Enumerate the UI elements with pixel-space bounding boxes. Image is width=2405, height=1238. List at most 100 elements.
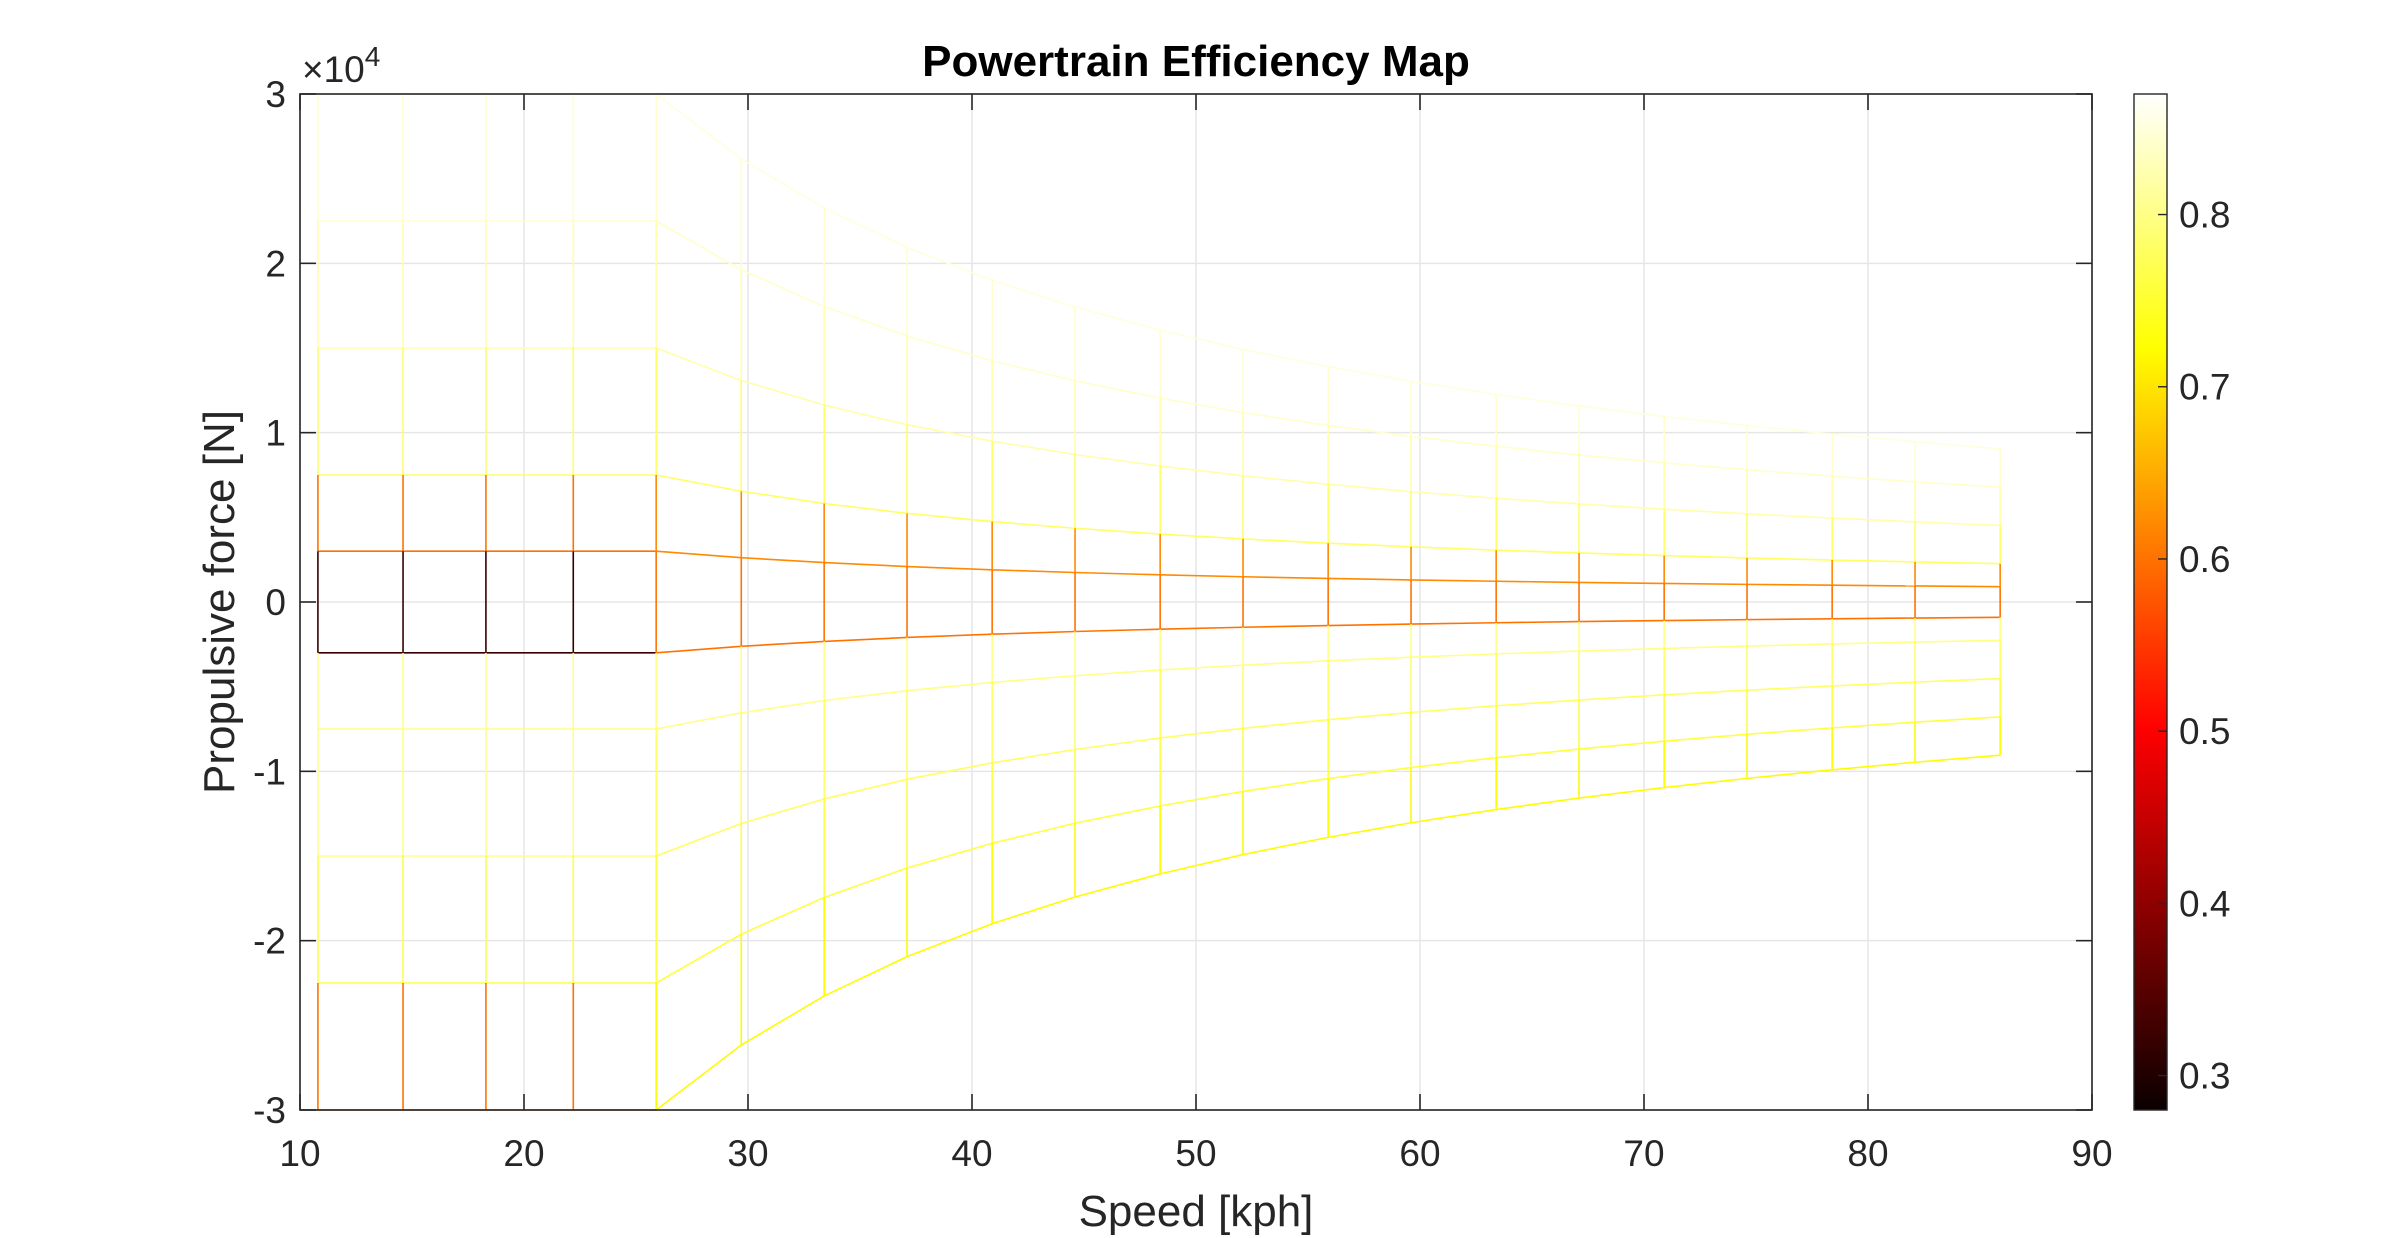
mesh-edge-force-level (1411, 621, 1497, 625)
mesh-edge-force-level (1410, 808, 1497, 824)
mesh-edge-force-level (1579, 647, 1665, 652)
x-tick-label: 90 (2071, 1133, 2112, 1174)
mesh-edge-force-level (655, 933, 742, 984)
mesh-edge-force-level (1159, 329, 1244, 351)
mesh-edge-force-level (1074, 873, 1161, 898)
y-axis-exponent: ×104 (302, 41, 380, 90)
mesh-edge-force-level (1747, 643, 1833, 647)
mesh-edge-force-level (1832, 761, 1916, 771)
mesh-edge-force-level (655, 220, 742, 271)
x-tick-label: 80 (1847, 1133, 1888, 1174)
mesh-edge-force-level (1496, 699, 1580, 707)
x-tick-label: 10 (279, 1133, 320, 1174)
mesh-edge-force-level (1578, 786, 1665, 799)
mesh-edge-force-level (1664, 777, 1748, 789)
y-axis-ticks: -3 -2 -1 0 1 2 3 (253, 74, 2092, 1131)
mesh-edge-force-level (1328, 365, 1412, 383)
mesh-edge-force-level (823, 305, 908, 337)
x-tick-label: 60 (1399, 1133, 1440, 1174)
mesh-edge-force-level (741, 640, 825, 648)
colorbar-tick-label: 0.6 (2179, 539, 2230, 580)
mesh-edge-force-level (655, 822, 742, 857)
mesh-edge-force-level (1074, 379, 1161, 399)
mesh-edge-force-level (1328, 424, 1412, 438)
mesh-edge-force-level (1160, 397, 1244, 414)
mesh-edge-force-level (824, 561, 908, 568)
mesh-edge-force-level (1747, 557, 1833, 561)
mesh-edge-force-level (1496, 393, 1580, 407)
mesh-edge-force-level (1496, 549, 1580, 554)
mesh-edge-force-level (1496, 445, 1580, 456)
mesh-edge-force-level (1496, 650, 1580, 655)
mesh-edge-force-level (655, 93, 742, 160)
mesh-edge-force-level (1496, 748, 1580, 759)
mesh-edge-force-level (1075, 571, 1161, 576)
mesh-edge-force-level (1915, 585, 2001, 588)
mesh-edge-force-level (1664, 462, 1748, 471)
mesh-edge-force-level (1578, 405, 1665, 418)
mesh-edge-force-level (1074, 527, 1161, 535)
mesh-edge-force-level (1074, 737, 1161, 751)
mesh-edge-force-level (1832, 641, 1916, 645)
mesh-edge-force-level (741, 556, 825, 564)
mesh-edge-force-level (1746, 769, 1833, 780)
mesh-edge-force-level (823, 955, 908, 997)
mesh-edge-force-level (1832, 584, 1916, 587)
mesh-edge-force-level (1915, 561, 2001, 565)
mesh-edge-force-level (1578, 693, 1665, 701)
mesh-edge-force-level (907, 633, 993, 639)
mesh-edge-force-level (1496, 580, 1580, 584)
mesh-edge-force-level (1746, 513, 1833, 519)
mesh-edge-force-level (1664, 733, 1748, 742)
mesh-edge-force-level (1243, 624, 1329, 629)
mesh-edge-force-level (823, 867, 908, 899)
mesh-edge-force-level (1496, 797, 1580, 811)
mesh-edge-force-level (992, 748, 1076, 764)
mesh-edge-force-level (1664, 554, 1748, 559)
y-axis-label: Propulsive force [N] (195, 410, 244, 794)
colorbar-tick-label: 0.8 (2179, 195, 2230, 236)
chart-title: Powertrain Efficiency Map (922, 37, 1470, 86)
mesh-edge-force-level (823, 207, 908, 249)
mesh-edge-force-level (1328, 542, 1412, 548)
mesh-edge-force-level (1242, 836, 1329, 856)
x-tick-label: 50 (1175, 1133, 1216, 1174)
y-tick-label: 3 (265, 74, 286, 115)
mesh-edge-force-level (1915, 677, 2001, 683)
mesh-edge-force-level (656, 474, 742, 493)
x-axis-label: Speed [kph] (1079, 1187, 1314, 1236)
mesh-edge-force-level (1914, 754, 2001, 764)
mesh-edge-force-level (1328, 623, 1412, 627)
mesh-edge-force-level (1242, 718, 1329, 730)
mesh-edge-force-level (656, 711, 742, 730)
y-tick-label: -1 (253, 751, 286, 792)
mesh-edge-force-level (1578, 740, 1665, 750)
mesh-edge-force-level (1160, 664, 1244, 671)
mesh-edge-force-level (1747, 583, 1833, 587)
mesh-edge-force-level (906, 922, 993, 958)
mesh-edge-force-level (656, 645, 742, 654)
mesh-edge-force-level (1160, 626, 1244, 630)
mesh-edge-force-level (906, 842, 993, 869)
mesh-edge-force-level (740, 158, 825, 209)
y-tick-label: 0 (265, 582, 286, 623)
mesh-edge-force-level (1747, 617, 1833, 621)
colorbar-tick-label: 0.3 (2179, 1056, 2230, 1097)
mesh-edge-force-level (906, 423, 993, 442)
mesh-edge-force-level (1664, 582, 1748, 586)
mesh-edge-force-level (906, 335, 993, 362)
mesh-edge-force-level (1664, 508, 1748, 515)
mesh-edge-force-level (1410, 435, 1497, 448)
mesh-edge-force-level (1832, 559, 1916, 563)
mesh-edge-force-level (823, 778, 908, 800)
mesh-edge-force-level (1832, 517, 1916, 523)
mesh-edge-force-level (992, 520, 1076, 530)
mesh-edge-force-level (741, 798, 825, 825)
mesh-edge-force-level (991, 822, 1076, 845)
x-tick-label: 20 (503, 1133, 544, 1174)
mesh-edge-force-level (740, 896, 825, 935)
mesh-edge-force-level (1664, 618, 1748, 622)
mesh-edge-force-level (1411, 653, 1497, 658)
mesh-edge-force-level (656, 550, 742, 559)
